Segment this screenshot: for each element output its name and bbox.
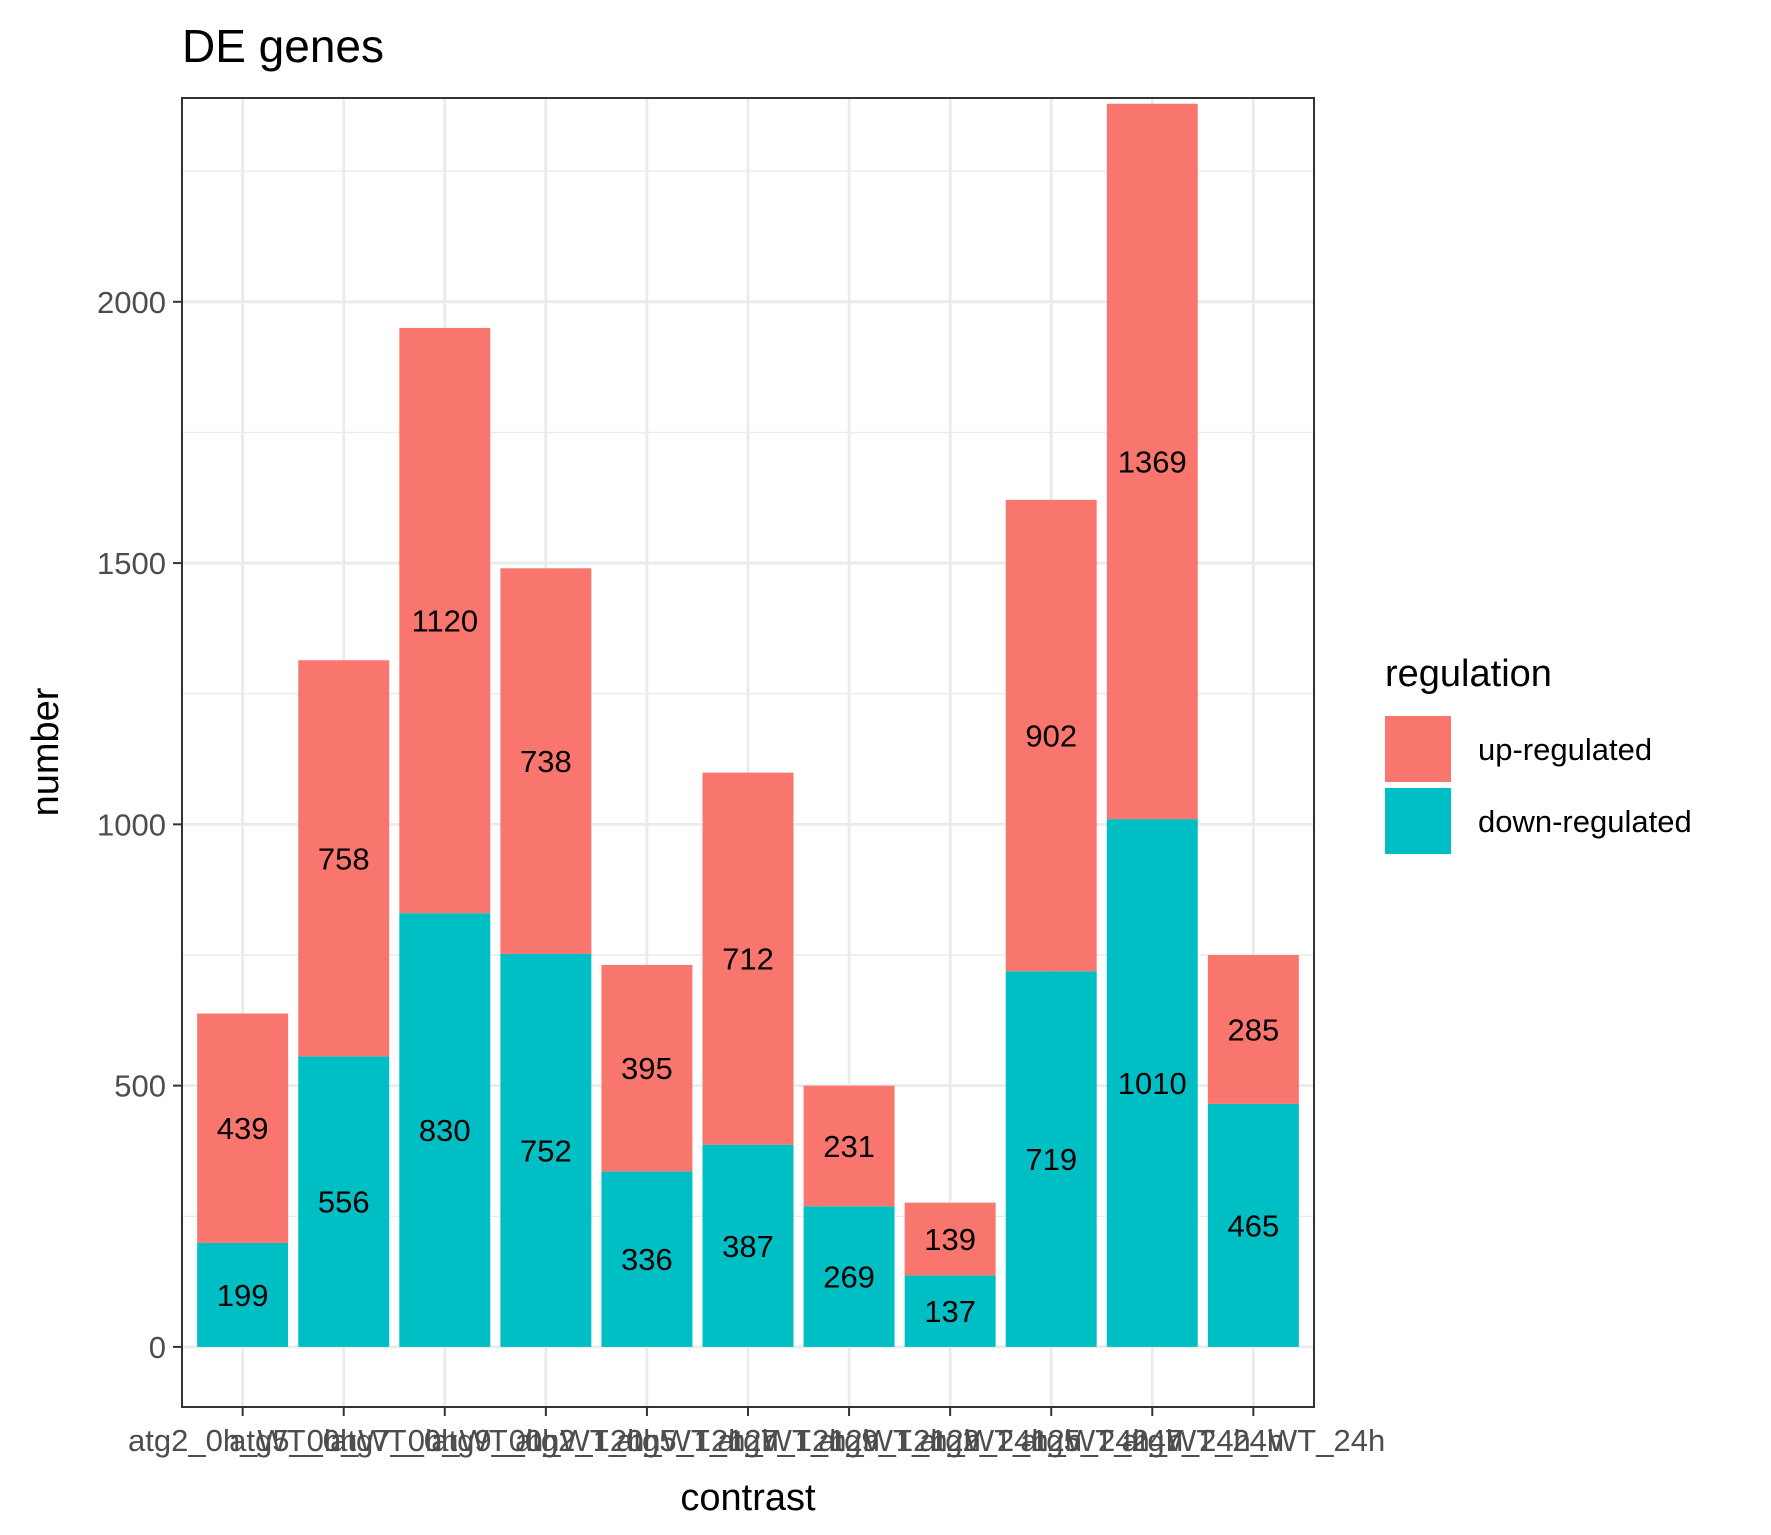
bar-value-label: 738: [520, 744, 572, 779]
y-tick-label: 0: [149, 1330, 166, 1365]
x-tick-label: atg7_24h_WT_24h: [1122, 1423, 1386, 1458]
bar-value-label: 1120: [411, 604, 478, 639]
bar-up-regulated: [702, 772, 794, 1145]
bar-value-label: 1369: [1118, 444, 1187, 479]
bar-up-regulated: [1005, 499, 1097, 972]
bar-value-label: 199: [217, 1278, 269, 1313]
bar-down-regulated: [298, 1056, 390, 1347]
bar-down-regulated: [1207, 1103, 1299, 1347]
bar-value-label: 556: [318, 1185, 370, 1220]
x-axis-label: contrast: [680, 1477, 816, 1519]
legend-key-down-regulated: [1385, 788, 1451, 854]
bar-value-label: 395: [621, 1051, 673, 1086]
bar-value-label: 387: [722, 1229, 774, 1264]
legend-label-up-regulated: up-regulated: [1478, 732, 1652, 767]
bar-value-label: 139: [924, 1222, 976, 1257]
bar-labels: 199 439 556 758 830 1120 752 738 336 395 387 712 269…: [217, 444, 1279, 1329]
legend-title: regulation: [1385, 653, 1552, 695]
bar-down-regulated: [1106, 819, 1198, 1347]
bar-value-label: 231: [823, 1129, 875, 1164]
bar-value-label: 719: [1025, 1142, 1077, 1177]
x-tick-label: atg5_24h_WT_24h: [1020, 1423, 1284, 1458]
bar-down-regulated: [601, 1171, 693, 1347]
bar-value-label: 269: [823, 1260, 875, 1295]
bar-up-regulated: [601, 964, 693, 1172]
bar-value-label: 285: [1227, 1012, 1279, 1047]
bar-value-label: 752: [520, 1133, 572, 1168]
bar-value-label: 712: [722, 942, 774, 977]
x-tick-label: atg2_24h_WT_24h: [919, 1423, 1183, 1458]
bars: [197, 103, 1299, 1347]
bar-up-regulated: [803, 1085, 895, 1207]
x-axis: atg2_0h_WT_0hatg5_0h_WT_0hatg7_0h_WT_0ha…: [128, 1407, 1385, 1458]
bar-down-regulated: [702, 1144, 794, 1347]
bar-up-regulated: [399, 327, 491, 914]
bar-value-label: 439: [217, 1111, 269, 1146]
legend-label-down-regulated: down-regulated: [1478, 804, 1692, 839]
bar-value-label: 902: [1025, 719, 1077, 754]
bar-up-regulated: [197, 1013, 289, 1243]
y-tick-label: 500: [114, 1069, 166, 1104]
x-tick-label: atg5_0h_WT_0h: [229, 1423, 458, 1458]
bar-up-regulated: [1106, 103, 1198, 820]
bar-up-regulated: [904, 1202, 996, 1276]
bar-up-regulated: [500, 568, 592, 954]
x-tick-label: atg9_0h_WT_0h: [431, 1423, 660, 1458]
y-tick-label: 2000: [97, 285, 166, 320]
y-axis-label: number: [25, 687, 67, 816]
legend-key-up-regulated: [1385, 716, 1451, 782]
bar-value-label: 465: [1227, 1208, 1279, 1243]
x-tick-label: atg9_12h_WT_12h: [818, 1423, 1082, 1458]
bar-down-regulated: [904, 1275, 996, 1347]
bar-value-label: 336: [621, 1242, 673, 1277]
bar-up-regulated: [1207, 954, 1299, 1104]
bar-down-regulated: [1005, 971, 1097, 1347]
y-tick-label: 1500: [97, 546, 166, 581]
bar-value-label: 137: [924, 1294, 976, 1329]
bar-down-regulated: [197, 1242, 289, 1347]
x-tick-label: atg5_12h_WT_12h: [616, 1423, 880, 1458]
bar-value-label: 830: [419, 1113, 471, 1148]
bar-down-regulated: [500, 953, 592, 1347]
bar-up-regulated: [298, 660, 390, 1057]
x-tick-label: atg7_12h_WT_12h: [717, 1423, 981, 1458]
chart-title: DE genes: [182, 20, 384, 72]
bar-down-regulated: [399, 913, 491, 1347]
x-tick-label: atg2_12h_WT_12h: [515, 1423, 779, 1458]
bar-value-label: 1010: [1118, 1066, 1187, 1101]
x-tick-label: atg2_0h_WT_0h: [128, 1423, 357, 1458]
bar-value-label: 758: [318, 841, 370, 876]
y-axis: 0 500 1000 1500 2000: [97, 285, 182, 1365]
bar-down-regulated: [803, 1206, 895, 1347]
y-tick-label: 1000: [97, 807, 166, 842]
x-tick-label: atg7_0h_WT_0h: [330, 1423, 559, 1458]
legend: regulation up-regulated down-regulated: [1385, 653, 1692, 854]
